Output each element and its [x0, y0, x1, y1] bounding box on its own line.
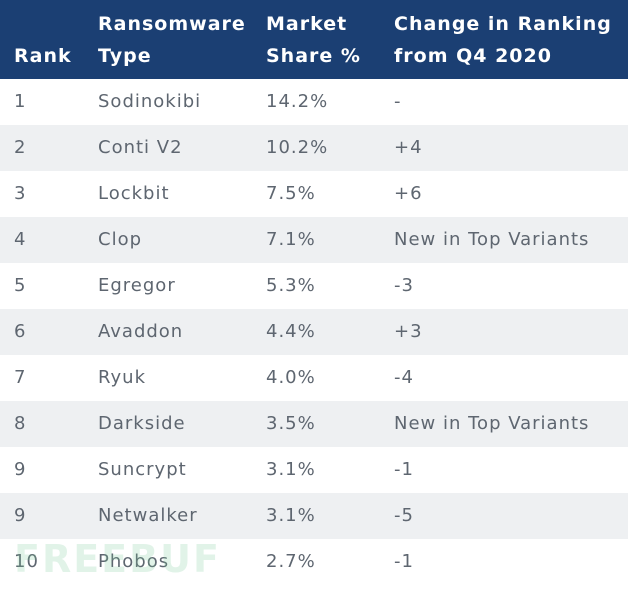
cell-type: Suncrypt — [98, 459, 187, 480]
cell-rank: 2 — [14, 137, 27, 158]
header-type-line2: Type — [98, 45, 152, 67]
cell-change: - — [394, 91, 402, 112]
cell-rank: 7 — [14, 367, 27, 388]
table-row: 9 Suncrypt 3.1% -1 — [0, 447, 628, 493]
cell-change: -3 — [394, 275, 414, 296]
cell-change: -1 — [394, 459, 414, 480]
table-header: Rank Ransomware Type Market Share % Chan… — [0, 0, 628, 79]
cell-change: +3 — [394, 321, 423, 342]
header-share-line1: Market — [266, 13, 348, 35]
table-row: 2 Conti V2 10.2% +4 — [0, 125, 628, 171]
header-rank: Rank — [14, 40, 72, 72]
header-ransomware-type: Ransomware Type — [98, 8, 246, 72]
cell-change: -5 — [394, 505, 414, 526]
cell-rank: 10 — [14, 551, 39, 572]
cell-rank: 1 — [14, 91, 27, 112]
table-row: 3 Lockbit 7.5% +6 — [0, 171, 628, 217]
cell-rank: 4 — [14, 229, 27, 250]
cell-type: Phobos — [98, 551, 170, 572]
cell-share: 7.5% — [266, 183, 316, 204]
header-change-line1: Change in Ranking — [394, 13, 612, 35]
cell-type: Egregor — [98, 275, 176, 296]
header-market-share: Market Share % — [266, 8, 361, 72]
cell-share: 7.1% — [266, 229, 316, 250]
header-rank-label: Rank — [14, 45, 72, 67]
header-change-in-ranking: Change in Ranking from Q4 2020 — [394, 8, 612, 72]
table-row: 1 Sodinokibi 14.2% - — [0, 79, 628, 125]
cell-change: -1 — [394, 551, 414, 572]
table-row: 10 Phobos 2.7% -1 — [0, 539, 628, 585]
cell-share: 2.7% — [266, 551, 316, 572]
cell-type: Sodinokibi — [98, 91, 202, 112]
cell-rank: 9 — [14, 505, 27, 526]
table-row: 7 Ryuk 4.0% -4 — [0, 355, 628, 401]
ransomware-ranking-table: Rank Ransomware Type Market Share % Chan… — [0, 0, 628, 585]
cell-share: 10.2% — [266, 137, 329, 158]
cell-rank: 8 — [14, 413, 27, 434]
cell-share: 14.2% — [266, 91, 329, 112]
cell-type: Conti V2 — [98, 137, 183, 158]
table-row: 8 Darkside 3.5% New in Top Variants — [0, 401, 628, 447]
cell-type: Avaddon — [98, 321, 184, 342]
cell-rank: 5 — [14, 275, 27, 296]
table-row: 9 Netwalker 3.1% -5 — [0, 493, 628, 539]
cell-type: Ryuk — [98, 367, 147, 388]
cell-share: 4.4% — [266, 321, 316, 342]
cell-share: 4.0% — [266, 367, 316, 388]
table-row: 4 Clop 7.1% New in Top Variants — [0, 217, 628, 263]
cell-rank: 6 — [14, 321, 27, 342]
cell-type: Clop — [98, 229, 143, 250]
cell-share: 3.1% — [266, 459, 316, 480]
cell-rank: 3 — [14, 183, 27, 204]
header-share-line2: Share % — [266, 45, 361, 67]
cell-rank: 9 — [14, 459, 27, 480]
cell-share: 3.5% — [266, 413, 316, 434]
table-row: 5 Egregor 5.3% -3 — [0, 263, 628, 309]
header-type-line1: Ransomware — [98, 13, 246, 35]
cell-change: New in Top Variants — [394, 229, 590, 250]
cell-change: New in Top Variants — [394, 413, 590, 434]
table-row: 6 Avaddon 4.4% +3 — [0, 309, 628, 355]
cell-type: Lockbit — [98, 183, 170, 204]
cell-type: Darkside — [98, 413, 186, 434]
cell-change: +6 — [394, 183, 423, 204]
header-change-line2: from Q4 2020 — [394, 45, 552, 67]
cell-change: +4 — [394, 137, 423, 158]
cell-share: 5.3% — [266, 275, 316, 296]
cell-type: Netwalker — [98, 505, 198, 526]
cell-share: 3.1% — [266, 505, 316, 526]
cell-change: -4 — [394, 367, 414, 388]
